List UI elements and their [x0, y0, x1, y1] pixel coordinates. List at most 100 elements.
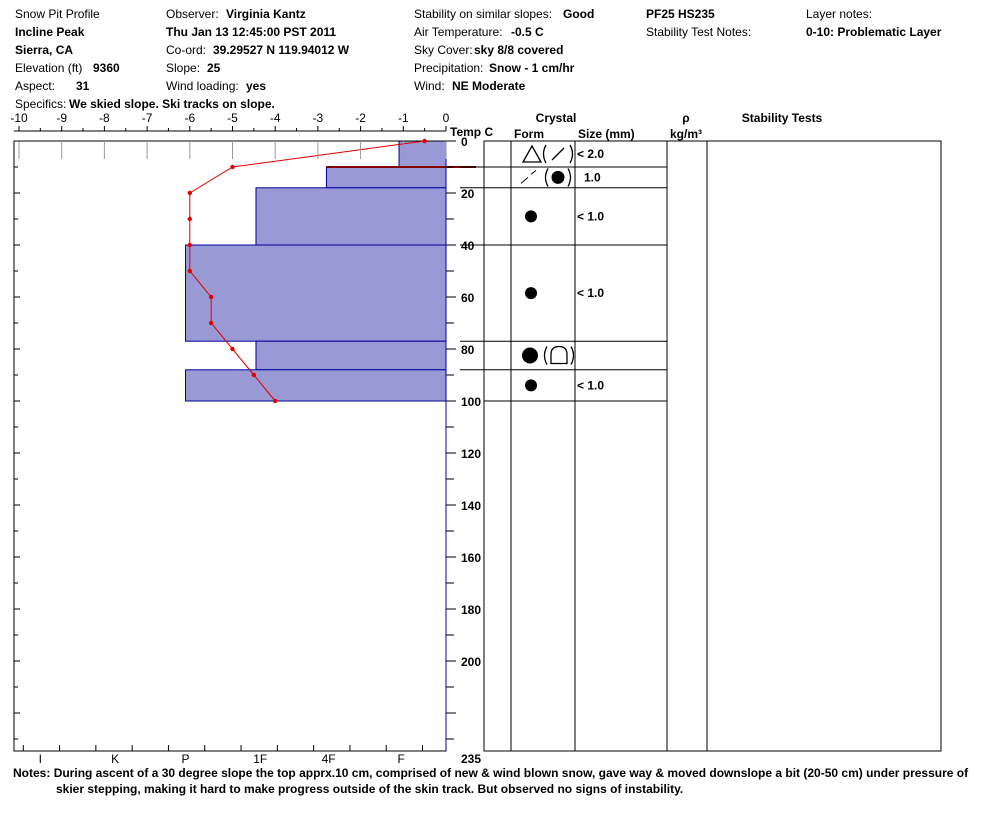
crystal-form-icons	[520, 144, 575, 392]
rounded-grain-icon	[525, 379, 537, 392]
axis-ticks	[14, 126, 456, 751]
air-temp-value: -0.5 C	[511, 25, 544, 39]
aspect-label: Aspect:	[15, 79, 56, 93]
precipitation-value: Snow - 1 cm/hr	[489, 61, 575, 75]
hardness-layers	[185, 140, 476, 402]
temp-axis-title: Temp C	[450, 125, 493, 139]
wind-value: NE Moderate	[452, 79, 526, 93]
temperature-point-7	[208, 320, 214, 326]
layer-notes-label: Layer notes:	[806, 7, 873, 21]
paren-right-icon	[570, 346, 575, 365]
hardness-label-4: 4F	[322, 752, 336, 766]
temperature-point-1	[230, 164, 235, 170]
paren-right-icon	[569, 144, 574, 164]
crystal-size-0: < 2.0	[577, 147, 604, 161]
paren-right-icon	[567, 168, 572, 187]
precipitation-label: Precipitation:	[414, 61, 484, 75]
precip-particle-icon	[521, 144, 543, 163]
hardness-bar-0	[398, 140, 447, 168]
temp-tick-label-2: -8	[99, 111, 110, 125]
elevation-label: Elevation (ft)	[15, 61, 83, 75]
form-header: Form	[514, 127, 544, 141]
depth-tick-label-1: 20	[461, 187, 475, 201]
temperature-point-0	[422, 138, 427, 144]
rounded-grain-icon	[551, 170, 565, 184]
density-unit-header: kg/m³	[670, 127, 702, 141]
paren-left-icon	[544, 168, 549, 187]
temperature-point-5	[187, 268, 192, 274]
hardness-label-3: 1F	[253, 752, 267, 766]
sky-cover-label: Sky Cover:	[414, 43, 473, 57]
notes-label: Notes:	[13, 766, 51, 780]
depth-tick-label-7: 140	[461, 499, 481, 513]
temp-tick-label-8: -2	[355, 111, 366, 125]
rounded-grain-icon	[525, 210, 537, 223]
slope-label: Slope:	[166, 61, 201, 75]
chart-frame	[13, 130, 447, 752]
stability-tests-header: Stability Tests	[742, 111, 823, 125]
stability-test-notes-label: Stability Test Notes:	[646, 25, 752, 39]
rounded-grain-icon	[525, 287, 537, 300]
temp-tick-label-1: -9	[56, 111, 67, 125]
notes: Notes: During ascent of a 30 degree slop…	[13, 765, 973, 797]
notes-line-2: skier stepping, making it hard to make p…	[56, 782, 684, 796]
hardness-bar-5	[185, 369, 447, 402]
hardness-label-5: F	[397, 752, 404, 766]
temperature-point-3	[187, 216, 192, 222]
temp-tick-label-4: -6	[184, 111, 195, 125]
temp-tick-label-10: 0	[443, 111, 450, 125]
crystal-size-2: < 1.0	[577, 209, 604, 223]
slope-value: 25	[207, 61, 221, 75]
crystal-size-1: 1.0	[584, 170, 601, 184]
specifics-value: We skied slope. Ski tracks on slope.	[69, 97, 275, 111]
temp-tick-label-0: -10	[10, 111, 28, 125]
depth-tick-label-10: 200	[461, 655, 481, 669]
coord-value: 39.29527 N 119.94012 W	[213, 43, 350, 57]
depth-bottom-label: 235	[461, 752, 481, 766]
pf-hs-value: PF25 HS235	[646, 7, 715, 21]
temperature-point-6	[208, 294, 214, 300]
hardness-bar-4	[255, 340, 447, 371]
temperature-point-10	[273, 398, 278, 404]
depth-tick-label-2: 40	[461, 239, 475, 253]
depth-tick-label-8: 160	[461, 551, 481, 565]
elevation-value: 9360	[93, 61, 120, 75]
hardness-label-2: P	[182, 752, 190, 766]
hardness-bar-3	[185, 244, 447, 342]
observer-label: Observer:	[166, 7, 219, 21]
size-header: Size (mm)	[578, 127, 635, 141]
stability-label: Stability on similar slopes:	[414, 7, 553, 21]
observer-value: Virginia Kantz	[226, 7, 306, 21]
depth-tick-label-6: 120	[461, 447, 481, 461]
depth-tick-label-4: 80	[461, 343, 475, 357]
temperature-point-2	[187, 190, 192, 196]
hardness-bar-1	[325, 166, 447, 189]
crystal-size-5: < 1.0	[577, 378, 604, 392]
table-frame	[483, 140, 942, 752]
temperature-point-4	[187, 242, 192, 248]
temp-tick-label-3: -7	[142, 111, 153, 125]
wind-loading-label: Wind loading:	[166, 79, 239, 93]
fragment-dash-icon	[530, 170, 537, 175]
hardness-bar-2	[255, 187, 447, 246]
temp-tick-label-7: -3	[313, 111, 324, 125]
faceted-crystal-icon	[550, 345, 568, 365]
notes-line-1: During ascent of a 30 degree slope the t…	[53, 766, 969, 780]
stability-value: Good	[563, 7, 595, 21]
specifics-label: Specifics:	[15, 97, 67, 111]
melt-form-icon	[522, 347, 538, 364]
depth-tick-label-3: 60	[461, 291, 475, 305]
temperature-point-8	[230, 346, 235, 352]
location-name: Incline Peak	[15, 25, 85, 39]
temperature-point-9	[251, 372, 257, 378]
decomposing-fragment-icon	[551, 147, 565, 161]
region-name: Sierra, CA	[15, 43, 74, 57]
crystal-size-3: < 1.0	[577, 286, 604, 300]
coord-label: Co-ord:	[166, 43, 207, 57]
hardness-label-1: K	[111, 752, 119, 766]
temp-tick-label-5: -5	[227, 111, 238, 125]
temp-tick-label-6: -4	[270, 111, 281, 125]
wind-label: Wind:	[414, 79, 445, 93]
